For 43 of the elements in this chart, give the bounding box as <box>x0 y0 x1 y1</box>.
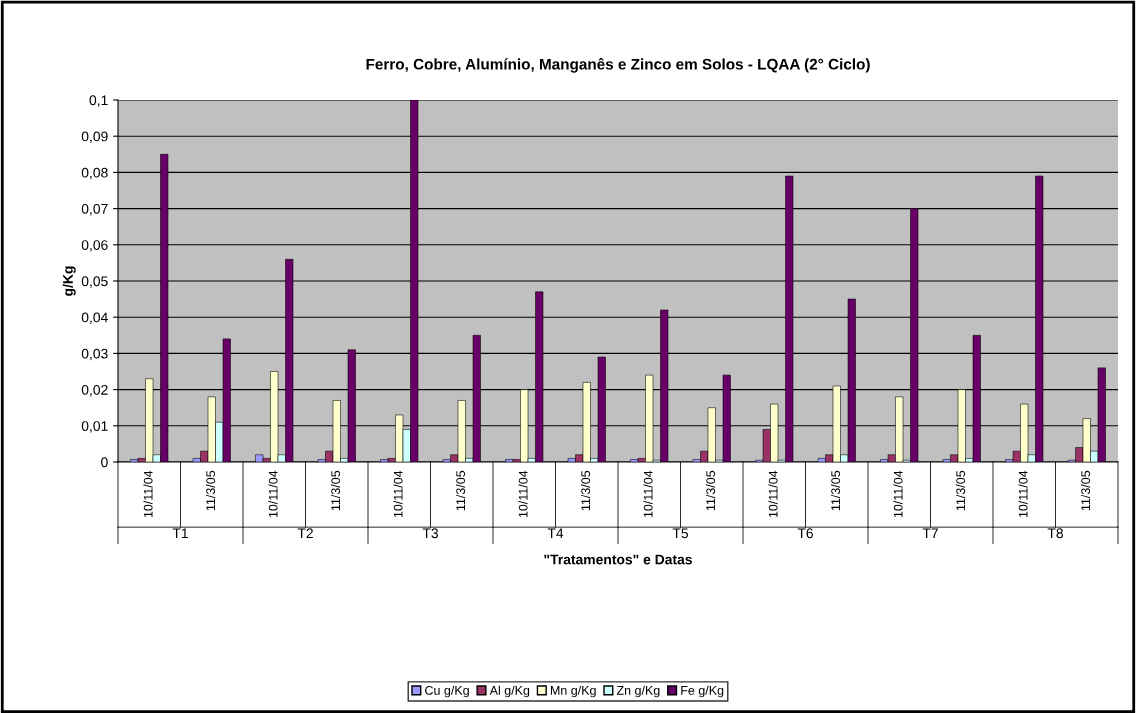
legend-label: Cu g/Kg <box>425 685 469 698</box>
x-tick-label: 10/11/04 <box>268 470 278 518</box>
x-axis-title: "Tratamentos" e Datas <box>544 554 692 565</box>
y-tick-label: 0,08 <box>81 167 108 180</box>
text: T1 <box>172 528 188 538</box>
x-tick-label: 11/3/05 <box>330 470 341 511</box>
y-tick-label: 0,07 <box>81 203 108 216</box>
x-tick-label: 11/3/05 <box>830 470 841 511</box>
y-tick-label: 0 <box>101 457 108 468</box>
x-tick-label: 11/3/05 <box>955 470 966 511</box>
y-tick-label: 0,01 <box>81 421 108 433</box>
x-tick-label: 10/11/04 <box>518 470 528 518</box>
chart-title: Ferro, Cobre, Alumínio, Manganês e Zinco em Solos - LQAA (2° Ciclo) <box>366 58 870 73</box>
text: T5 <box>672 528 689 539</box>
y-axis-title: g/Kg <box>62 266 76 296</box>
y-tick-label: 0,1 <box>89 95 108 107</box>
legend-label: Fe g/Kg <box>681 685 724 698</box>
y-tick-label: 0,02 <box>81 384 108 397</box>
legend-label: Al g/Kg <box>489 685 530 698</box>
x-tick-label: 10/11/04 <box>768 470 778 518</box>
x-tick-label: 11/3/05 <box>205 470 216 511</box>
y-tick-label: 0,04 <box>81 312 108 325</box>
x-tick-label: 11/3/05 <box>705 470 716 511</box>
y-tick-label: 0,05 <box>81 276 108 288</box>
x-tick-label: 10/11/04 <box>893 470 903 518</box>
legend-label: Zn g/Kg <box>616 685 660 698</box>
x-tick-label: 10/11/04 <box>1018 470 1028 518</box>
legend-label: Mn g/Kg <box>550 685 596 698</box>
y-tick-label: 0,06 <box>81 240 108 252</box>
y-tick-label: 0,09 <box>81 131 108 144</box>
x-tick-label: 10/11/04 <box>393 470 403 518</box>
text: T2 <box>297 528 313 538</box>
y-tick-label: 0,03 <box>81 348 108 361</box>
text: T4 <box>547 528 564 538</box>
x-tick-label: 10/11/04 <box>143 470 153 518</box>
x-tick-label: 11/3/05 <box>580 470 591 511</box>
text: T6 <box>797 528 813 539</box>
text: T8 <box>1047 528 1063 539</box>
x-tick-label: 10/11/04 <box>643 470 653 518</box>
x-tick-label: 11/3/05 <box>1080 470 1091 511</box>
x-tick-label: 11/3/05 <box>455 470 466 511</box>
text: T3 <box>422 528 438 539</box>
text: T7 <box>922 528 938 538</box>
